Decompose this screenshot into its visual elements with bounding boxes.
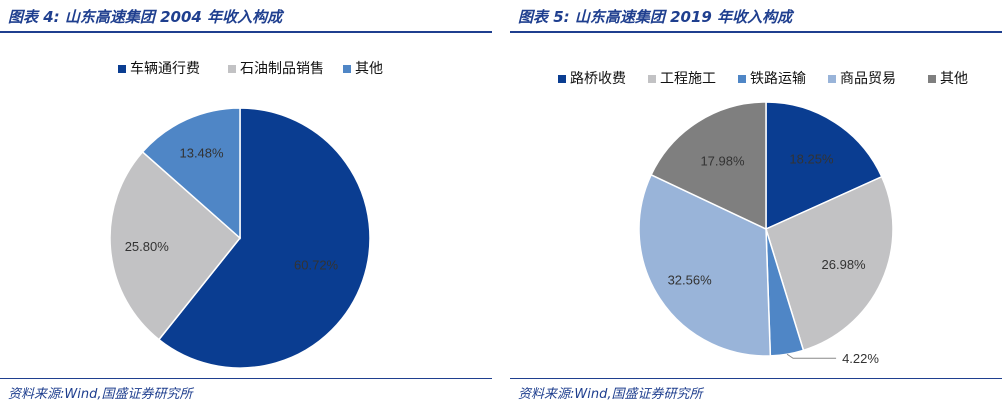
chart-panel-2019: 图表 5: 山东高速集团 2019 年收入构成 路桥收费 工程施工 铁路运输 商品贸易… — [510, 0, 1002, 408]
pie-slice — [141, 107, 241, 240]
pie-slice — [109, 150, 242, 341]
title-divider — [510, 31, 1002, 33]
pie-slice — [638, 173, 772, 357]
legend-swatch — [648, 75, 656, 83]
data-label: 32.56% — [668, 272, 713, 287]
data-label: 4.22% — [842, 351, 879, 366]
legend-label: 其他 — [940, 71, 968, 87]
legend-label: 其他 — [355, 61, 383, 77]
chart-title: 图表 4: 山东高速集团 2004 年收入构成 — [8, 8, 283, 26]
title-divider — [0, 31, 492, 33]
source-divider — [0, 378, 492, 379]
data-label: 17.98% — [700, 153, 745, 168]
data-label: 60.72% — [294, 258, 339, 273]
legend-swatch — [228, 65, 236, 73]
data-label: 13.48% — [179, 146, 224, 161]
chart-title: 图表 5: 山东高速集团 2019 年收入构成 — [518, 8, 793, 26]
data-label: 25.80% — [125, 239, 170, 254]
source-divider — [510, 378, 1002, 379]
pie-chart-2004: 车辆通行费 石油制品销售 其他 60.72% 25.80% 13.48% — [109, 60, 383, 369]
data-label: 18.25% — [789, 152, 834, 167]
legend-swatch — [118, 65, 126, 73]
pie-slice — [765, 175, 894, 352]
source-note: 资料来源:Wind,国盛证券研究所 — [8, 387, 193, 402]
legend-label: 石油制品销售 — [240, 61, 324, 77]
pie-slice — [765, 101, 883, 231]
legend-swatch — [343, 65, 351, 73]
source-note: 资料来源:Wind,国盛证券研究所 — [518, 387, 703, 402]
legend-label: 车辆通行费 — [130, 60, 200, 77]
leader-line — [786, 353, 837, 359]
legend-label: 工程施工 — [660, 71, 716, 87]
chart-panel-2004: 图表 4: 山东高速集团 2004 年收入构成 车辆通行费 石油制品销售 其他 60.… — [0, 0, 492, 408]
pie-slice — [650, 101, 767, 231]
legend-swatch — [738, 75, 746, 83]
legend-swatch — [558, 75, 566, 83]
legend-label: 路桥收费 — [570, 71, 626, 87]
legend-swatch — [928, 75, 936, 83]
legend-label: 商品贸易 — [840, 71, 896, 87]
pie-slice — [157, 107, 371, 369]
pie-chart-2019: 路桥收费 工程施工 铁路运输 商品贸易 其他 18.25% 26.98% 4.22% 32.56… — [558, 71, 968, 366]
legend-swatch — [828, 75, 836, 83]
legend-label: 铁路运输 — [750, 71, 806, 87]
data-label: 26.98% — [822, 257, 867, 272]
